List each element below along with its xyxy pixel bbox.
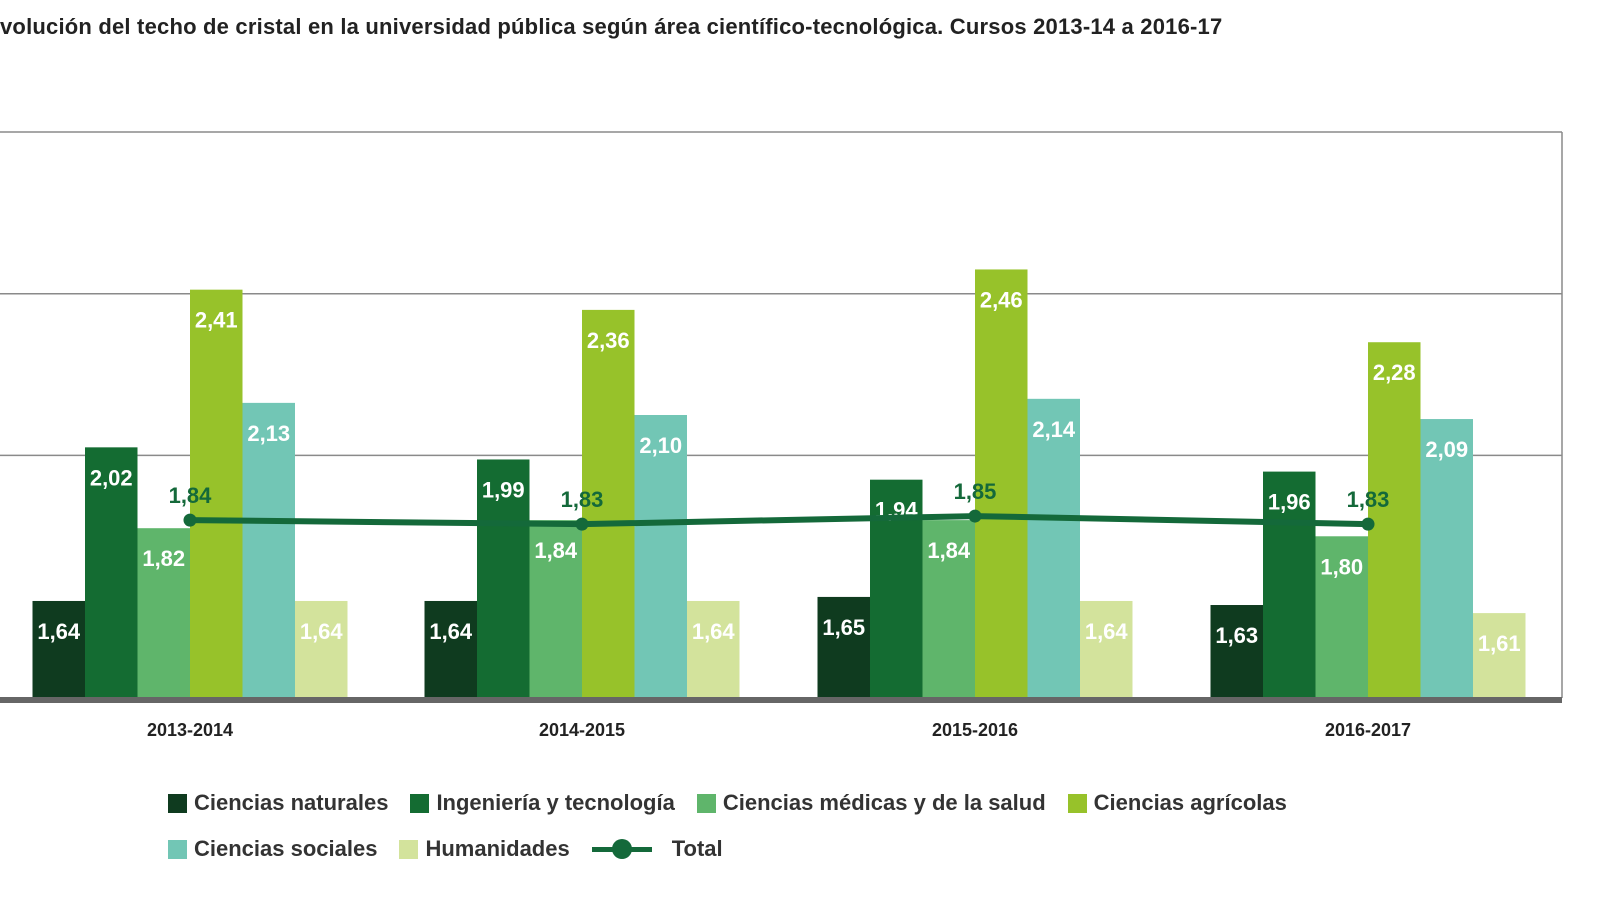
data-label: 2,41 [195,308,238,333]
bar [582,309,635,698]
x-tick-label: 2016-2017 [1325,720,1411,740]
legend-label: Ciencias naturales [194,790,389,815]
bar [922,520,975,698]
bar [1027,398,1080,698]
x-tick-label: 2015-2016 [932,720,1018,740]
data-label: 2,36 [587,328,630,353]
bar [424,600,477,698]
legend-item-ingenieria-tecnologia: Ingeniería y tecnología [410,790,675,816]
data-label: 2,14 [1032,417,1076,442]
legend-swatch [410,793,430,813]
data-label: 1,84 [534,538,578,563]
bar [634,415,687,698]
data-label: 1,64 [300,619,344,644]
data-label: 1,64 [37,619,81,644]
data-label: 2,02 [90,465,133,490]
bar-chart: 1,64 2,02 1,82 2,41 2,13 1,64 2013-2014 1,64 1,9… [0,131,1563,740]
data-label: 1,64 [429,619,473,644]
bar [32,600,85,698]
bar [85,447,138,698]
bar [687,600,740,698]
data-label: 2,28 [1373,360,1416,385]
total-point [575,517,589,531]
bar [295,600,348,698]
bar [529,520,582,698]
legend-label: Ingeniería y tecnología [436,790,675,815]
data-label: 1,64 [692,619,736,644]
bar [1473,613,1526,698]
total-label: 1,83 [1347,487,1390,512]
legend-swatch [168,839,187,859]
bar [190,289,243,698]
chart-title: volución del techo de cristal en la univ… [0,14,1223,39]
bar [242,402,295,698]
data-label: 2,09 [1425,437,1468,462]
data-label: 1,63 [1215,623,1258,648]
legend-line-dot [611,839,632,859]
legend: Ciencias naturales Ingeniería y tecnolog… [168,780,1468,872]
legend-swatch [399,839,419,859]
bar [1263,471,1316,698]
legend-item-total: Total [591,836,723,862]
data-label: 1,61 [1478,631,1521,656]
total-point [183,513,197,527]
x-tick-label: 2014-2015 [539,720,625,740]
legend-item-ciencias-medicas: Ciencias médicas y de la salud [696,790,1046,816]
bar [817,596,870,698]
bar [1420,419,1473,698]
data-label: 1,82 [142,546,185,571]
legend-item-ciencias-agricolas: Ciencias agrícolas [1067,790,1287,816]
data-label: 2,46 [980,287,1023,312]
data-label: 1,80 [1320,554,1363,579]
total-label: 1,83 [561,487,604,512]
bar [1368,342,1421,698]
legend-label: Total [671,836,723,861]
data-label: 1,96 [1268,490,1311,515]
legend-swatch [168,793,187,813]
x-tick-label: 2013-2014 [147,720,233,740]
legend-label: Ciencias médicas y de la salud [722,790,1046,815]
total-label: 1,85 [954,479,997,504]
data-label: 1,84 [927,538,971,563]
data-label: 2,13 [247,421,290,446]
bar [975,269,1028,698]
total-label: 1,84 [169,483,213,508]
data-label: 1,65 [822,615,865,640]
total-point [968,509,982,523]
data-label: 1,64 [1085,619,1129,644]
data-label: 1,99 [482,477,525,502]
legend-item-ciencias-naturales: Ciencias naturales [168,790,388,816]
legend-line-marker [591,839,652,859]
legend-item-humanidades: Humanidades [399,836,570,862]
legend-row-1: Ciencias naturales Ingeniería y tecnolog… [168,780,1468,826]
total-point [1361,517,1375,531]
data-label: 2,10 [639,433,682,458]
legend-row-2: Ciencias sociales Humanidades Total [168,826,1468,872]
legend-label: Humanidades [425,836,570,861]
bar [1080,600,1133,698]
bar [1315,536,1368,698]
legend-swatch [696,793,716,813]
legend-label: Ciencias agrícolas [1093,790,1287,815]
bar [1210,605,1263,698]
legend-label: Ciencias sociales [194,836,378,861]
legend-swatch [1067,793,1087,813]
bar [137,528,190,698]
total-line [189,513,1369,528]
legend-item-ciencias-sociales: Ciencias sociales [168,836,377,862]
bar [477,459,530,698]
